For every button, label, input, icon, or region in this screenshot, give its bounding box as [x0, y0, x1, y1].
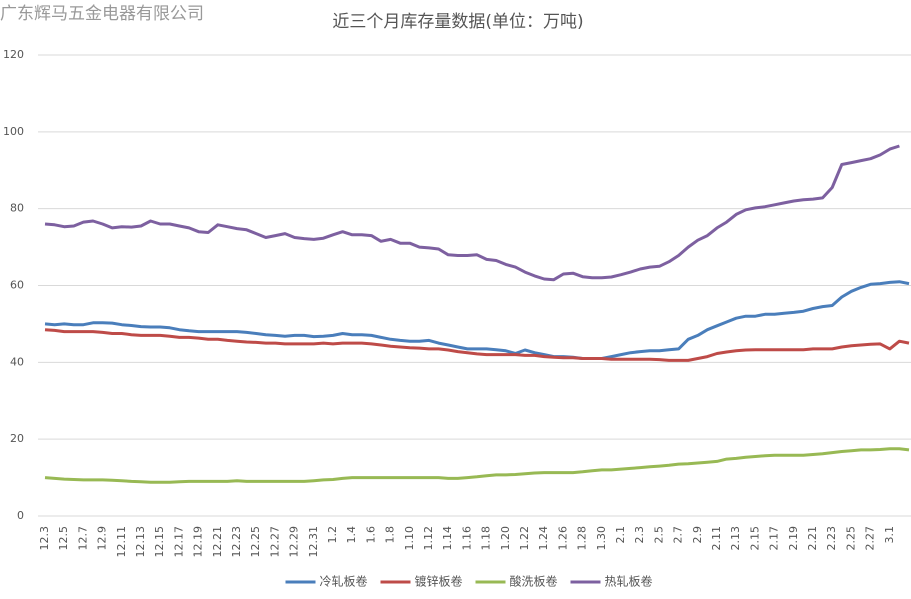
chart-title: 近三个月库存量数据(单位：万吨)	[332, 12, 583, 32]
x-tick-label: 12.19	[192, 526, 205, 558]
x-tick-label: 2.27	[864, 526, 877, 551]
y-tick-label: 100	[3, 125, 24, 138]
x-tick-label: 2.23	[825, 526, 838, 551]
x-tick-label: 3.1	[883, 526, 896, 544]
x-tick-label: 1.6	[364, 526, 377, 544]
y-tick-label: 0	[17, 509, 24, 522]
x-tick-label: 2.9	[691, 526, 704, 544]
x-tick-label: 12.7	[76, 526, 89, 551]
x-tick-label: 1.12	[422, 526, 435, 551]
x-tick-label: 12.17	[172, 526, 185, 558]
x-tick-label: 2.1	[614, 526, 627, 544]
x-tick-label: 12.21	[211, 526, 224, 558]
x-tick-label: 12.23	[230, 526, 243, 558]
x-tick-label: 2.13	[729, 526, 742, 551]
y-tick-label: 60	[10, 279, 24, 292]
x-tick-label: 12.9	[96, 526, 109, 551]
series-line	[44, 328, 910, 362]
x-tick-label: 12.3	[38, 526, 51, 551]
x-tick-label: 12.5	[57, 526, 70, 551]
watermark: 广东辉马五金电器有限公司	[0, 4, 204, 24]
x-tick-label: 2.19	[787, 526, 800, 551]
x-tick-label: 2.17	[768, 526, 781, 551]
x-tick-label: 2.15	[748, 526, 761, 551]
x-tick-label: 12.11	[115, 526, 128, 558]
x-tick-label: 2.7	[672, 526, 685, 544]
x-tick-label: 1.16	[460, 526, 473, 551]
x-tick-label: 1.4	[345, 526, 358, 544]
series-line	[44, 447, 910, 484]
x-tick-label: 1.18	[480, 526, 493, 551]
x-tick-label: 1.22	[518, 526, 531, 551]
legend-label: 冷轧板卷	[320, 574, 368, 589]
x-tick-label: 12.13	[134, 526, 147, 558]
x-tick-label: 1.26	[556, 526, 569, 551]
y-tick-label: 120	[3, 48, 24, 61]
x-tick-label: 12.31	[307, 526, 320, 558]
x-tick-label: 2.3	[633, 526, 646, 544]
x-tick-label: 1.14	[441, 526, 454, 551]
series-line	[44, 280, 910, 360]
x-tick-label: 1.8	[384, 526, 397, 544]
x-tick-label: 1.28	[576, 526, 589, 551]
x-tick-label: 12.29	[288, 526, 301, 558]
x-tick-label: 1.20	[499, 526, 512, 551]
legend-label: 酸洗板卷	[510, 574, 558, 589]
y-tick-label: 20	[10, 432, 24, 445]
legend-label: 镀锌板卷	[415, 574, 463, 589]
x-tick-label: 2.21	[806, 526, 819, 551]
x-tick-label: 12.27	[268, 526, 281, 558]
x-tick-label: 2.25	[844, 526, 857, 551]
x-tick-label: 1.2	[326, 526, 339, 544]
y-tick-label: 80	[10, 202, 24, 215]
x-tick-label: 1.24	[537, 526, 550, 551]
x-tick-label: 2.5	[652, 526, 665, 544]
x-tick-label: 2.11	[710, 526, 723, 551]
x-tick-label: 1.10	[403, 526, 416, 551]
y-tick-label: 40	[10, 355, 24, 368]
x-tick-label: 12.25	[249, 526, 262, 558]
x-tick-label: 1.30	[595, 526, 608, 551]
x-tick-label: 12.15	[153, 526, 166, 558]
legend-label: 热轧板卷	[605, 574, 653, 589]
series-line	[44, 144, 900, 282]
